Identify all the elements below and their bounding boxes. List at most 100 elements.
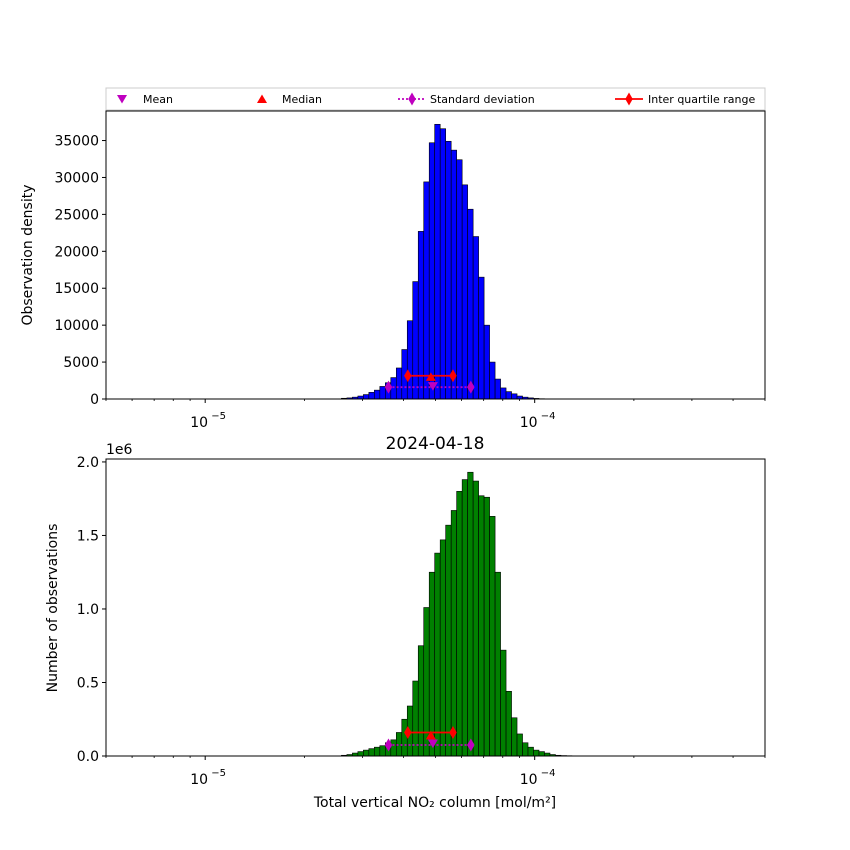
bottom-y-axis-label: Number of observations — [45, 524, 61, 693]
histogram-bar — [445, 140, 452, 400]
bottom-y-offset-label: 1e6 — [106, 442, 133, 458]
bottom-chart-title: 2024-04-18 — [386, 434, 485, 454]
histogram-bar — [478, 276, 485, 400]
y-tick-label: 20000 — [54, 244, 99, 260]
histogram-bar — [423, 181, 430, 400]
y-tick-label: 10000 — [54, 318, 99, 334]
legend-label: Standard deviation — [430, 93, 535, 106]
bottom-stat-markers — [384, 725, 475, 752]
x-tick-exponent: −5 — [211, 768, 226, 779]
histogram-bar — [494, 571, 501, 757]
histogram-bar — [423, 607, 430, 757]
y-tick-label: 35000 — [54, 134, 99, 150]
histogram-bar — [511, 717, 518, 757]
histogram-bar — [428, 571, 436, 757]
legend-frame — [105, 87, 766, 111]
histogram-bar — [511, 393, 518, 400]
histogram-bar — [390, 377, 397, 400]
histogram-bar — [374, 746, 381, 757]
histogram-bar — [467, 208, 474, 400]
x-tick-exponent: −4 — [541, 768, 556, 779]
median-marker — [425, 372, 436, 381]
x-tick-label: 10 — [520, 772, 538, 788]
histogram-bar — [368, 748, 375, 757]
top-y-ticks: 0 5000 10000 15000 20000 25000 30000 35000 — [54, 134, 106, 408]
y-tick-label: 25000 — [54, 207, 99, 223]
bottom-panel: 2024-04-18 1e6 0.00.51.01.52.0 10 −5 10 −4 … — [45, 434, 766, 811]
bottom-x-ticks: 10 −5 10 −4 — [105, 756, 766, 788]
histogram-bar — [483, 496, 490, 757]
iqr-q1-marker — [404, 725, 412, 739]
y-tick-label: 1.0 — [77, 602, 99, 618]
histogram-bar — [412, 281, 419, 400]
histogram-bar — [456, 159, 463, 400]
x-tick-exponent: −4 — [541, 411, 556, 422]
histogram-bar — [390, 739, 397, 757]
histogram-bar — [500, 649, 507, 757]
x-tick-exponent: −5 — [211, 411, 226, 422]
y-tick-label: 15000 — [54, 281, 99, 297]
legend-item: Standard deviation — [398, 92, 535, 106]
bottom-y-ticks: 0.0 0.5 1.0 1.5 2.0 — [77, 455, 106, 765]
histogram-bar — [500, 387, 507, 400]
histogram-bar — [489, 516, 496, 757]
histogram-bar — [450, 149, 457, 400]
top-stat-markers — [384, 369, 475, 394]
histogram-bar — [439, 128, 446, 400]
histogram-bar — [363, 749, 370, 757]
histogram-bar — [489, 361, 496, 400]
histogram-bar — [395, 367, 403, 400]
histogram-bar — [505, 391, 512, 400]
mean-marker — [427, 382, 438, 391]
y-tick-label: 30000 — [54, 170, 99, 186]
histogram-bar — [461, 184, 468, 400]
histogram-bar — [505, 691, 512, 757]
x-tick-label: 10 — [190, 415, 208, 431]
iqr-q3-marker — [449, 369, 457, 383]
legend-item: Median — [257, 93, 322, 106]
histogram-bar — [516, 733, 523, 757]
histogram-bar — [478, 495, 485, 757]
histogram-bar — [417, 231, 425, 400]
legend-marker — [257, 94, 267, 103]
histogram-bar — [527, 746, 534, 757]
histogram-bar — [483, 324, 490, 400]
legend-marker — [408, 92, 416, 106]
bottom-x-axis-label: Total vertical NO₂ column [mol/m²] — [313, 795, 556, 811]
histogram-bar — [538, 751, 545, 757]
y-tick-label: 0.0 — [77, 749, 99, 765]
legend-item: Mean — [117, 93, 173, 106]
histogram-bar — [439, 539, 446, 757]
legend-label: Inter quartile range — [648, 93, 755, 106]
y-tick-label: 0.5 — [77, 675, 99, 691]
histogram-bar — [456, 491, 463, 757]
legend-label: Mean — [143, 93, 173, 106]
y-tick-label: 1.5 — [77, 528, 99, 544]
histogram-bar — [379, 745, 386, 757]
std-high-marker — [467, 380, 475, 394]
histogram-bar — [450, 510, 457, 757]
histogram-bar — [494, 378, 501, 400]
y-tick-label: 5000 — [63, 355, 99, 371]
x-tick-label: 10 — [520, 415, 538, 431]
iqr-q3-marker — [449, 725, 457, 739]
top-x-ticks: 10 −5 10 −4 — [105, 399, 766, 431]
mean-marker — [427, 739, 438, 749]
legend: Mean Median Standard deviation Inter quarti… — [105, 87, 766, 111]
histogram-bar — [368, 392, 375, 400]
std-low-marker — [384, 738, 393, 752]
y-tick-label: 2.0 — [77, 455, 99, 471]
top-histogram-bars — [341, 123, 551, 400]
histogram-bar — [374, 389, 381, 400]
histogram-bar — [434, 552, 441, 757]
histogram-bar — [461, 479, 468, 757]
top-y-axis-label: Observation density — [20, 184, 36, 325]
std-high-marker — [467, 738, 475, 752]
legend-marker — [117, 95, 127, 104]
legend-marker — [625, 92, 633, 106]
histogram-bar — [363, 394, 370, 400]
bottom-histogram-bars — [341, 471, 573, 757]
iqr-q1-marker — [404, 369, 412, 383]
